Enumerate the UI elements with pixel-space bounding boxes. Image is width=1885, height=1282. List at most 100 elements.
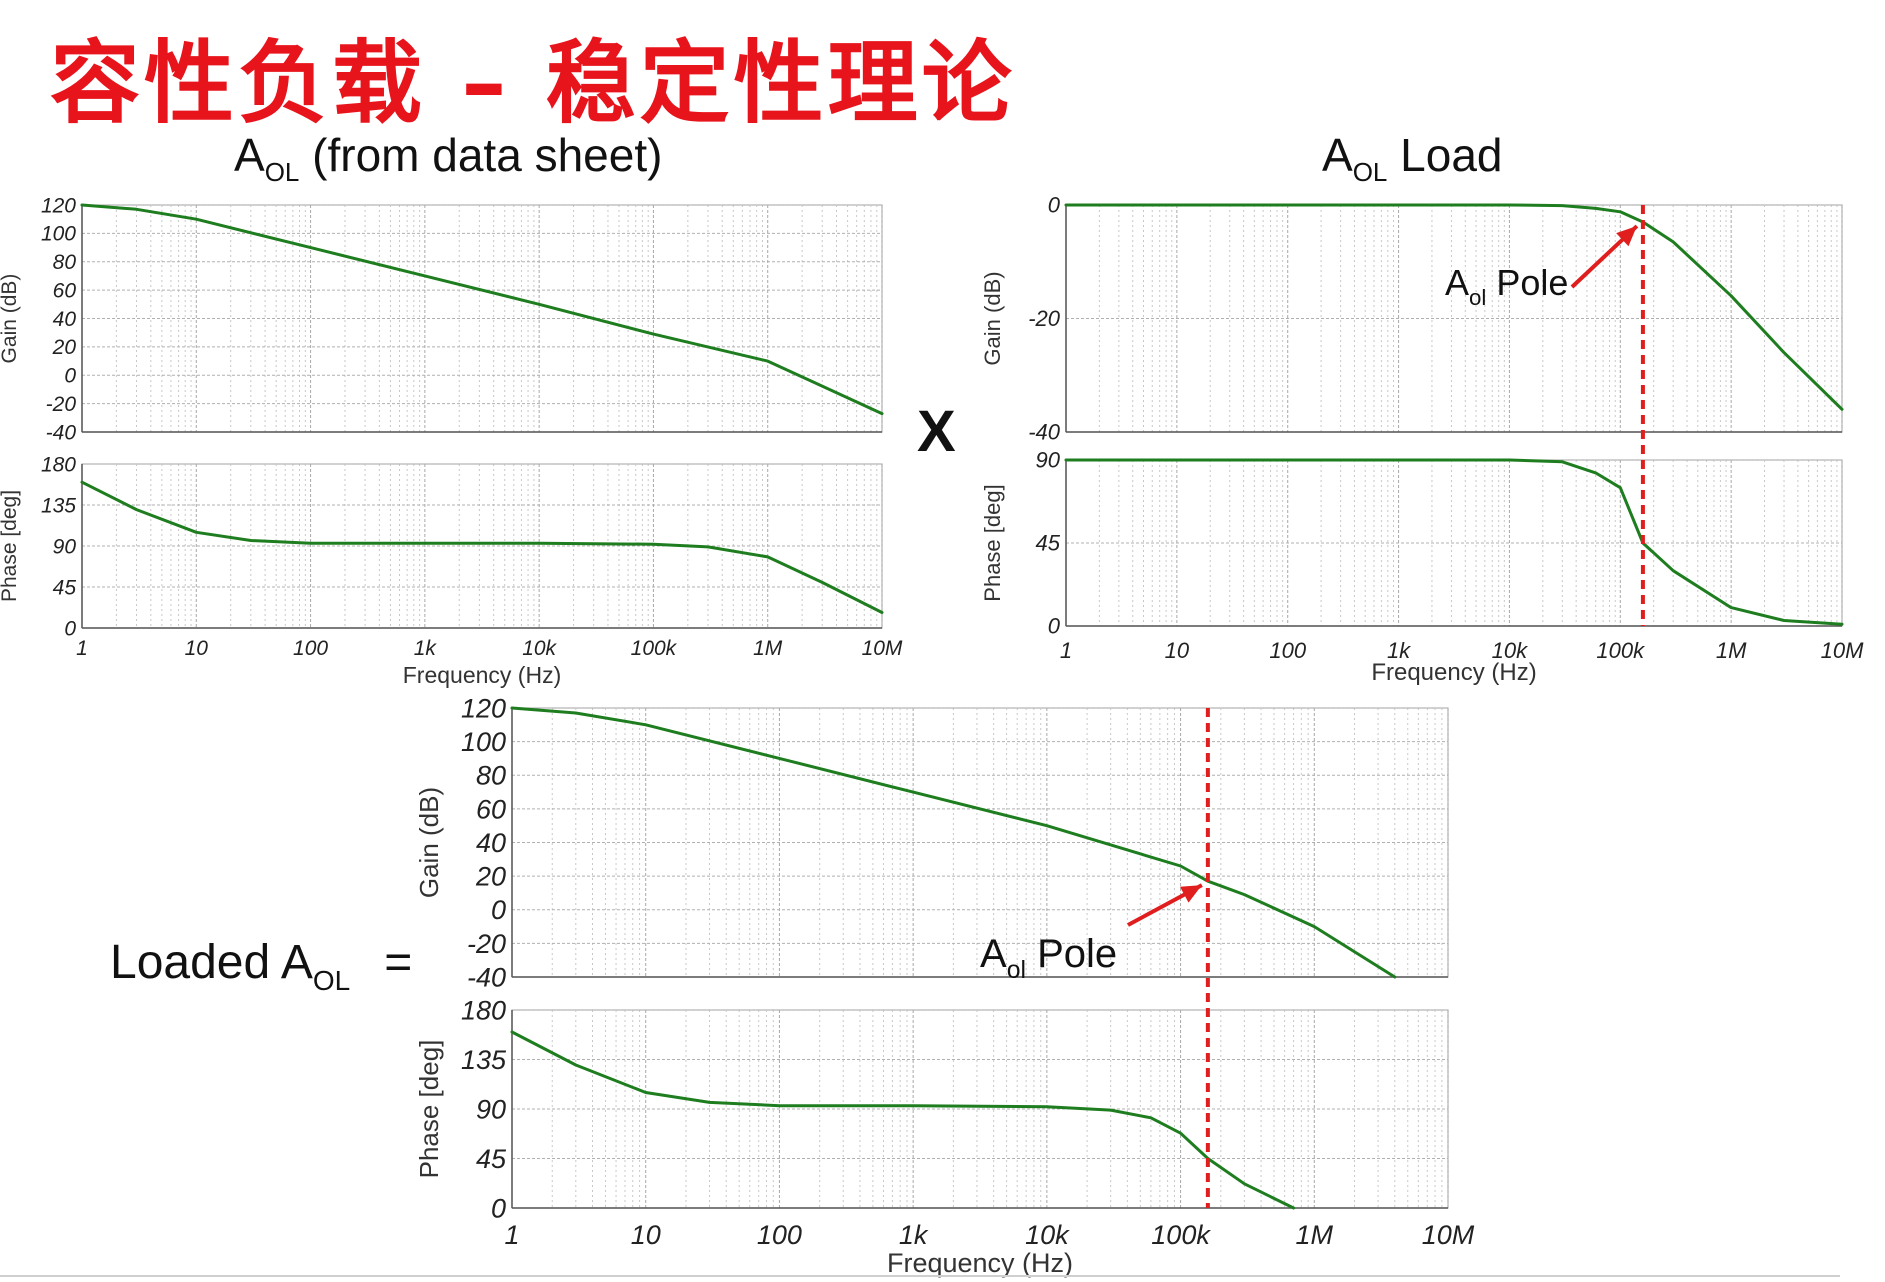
x-tick-label: 1M: [1716, 638, 1747, 663]
chart-title-subscript: OL: [264, 157, 300, 187]
x-axis-label: Frequency (Hz): [887, 1248, 1073, 1278]
x-tick-label: 10M: [862, 637, 903, 660]
x-tick-label: 1k: [899, 1220, 929, 1250]
pole-arrow-head: [1179, 885, 1202, 903]
loaded-label-main: Loaded A: [110, 936, 313, 989]
series-line-gain: [1064, 203, 1844, 411]
y-tick-label: -20: [46, 393, 77, 416]
panel-phase: 90 45 0 Phase [deg]: [980, 448, 1844, 639]
chart-aol-datasheet: 120 100 80 60 40 20 0 -20 -40 Gain (dB) 180 135 90 45…: [0, 194, 903, 688]
loaded-label-subscript: OL: [312, 965, 351, 996]
chart-aol-load: 0 -20 -40 Gain (dB) 90 45 0 Phase [deg] 1 10 100 1k…: [980, 193, 1864, 686]
pole-annotation-rest: Pole: [1026, 932, 1117, 976]
y-tick-label: 40: [476, 828, 506, 858]
y-tick-label: 100: [41, 223, 76, 246]
x-tick-label: 1k: [1387, 638, 1411, 663]
x-tick-label: 1k: [414, 637, 438, 660]
chart-title-main: A: [234, 129, 265, 181]
series-line-phase: [1064, 458, 1844, 626]
pole-annotation-rest: Pole: [1486, 262, 1568, 303]
y-axis-label: Gain (dB): [0, 274, 21, 364]
pole-annotation-main: A: [1445, 262, 1469, 303]
chart-title-aol-load: AOL Load: [1322, 128, 1503, 188]
y-tick-label: 45: [476, 1144, 507, 1174]
y-axis-label: Gain (dB): [414, 787, 444, 898]
slide-title: 容性负载 – 稳定性理论: [50, 31, 1016, 136]
y-tick-label: 0: [491, 1193, 506, 1223]
x-tick-label: 10: [1165, 638, 1190, 663]
y-axis-label: Phase [deg]: [414, 1040, 444, 1179]
pole-annotation-main: A: [980, 932, 1007, 976]
y-axis-label: Gain (dB): [980, 271, 1005, 365]
x-tick-label: 10k: [1492, 638, 1528, 663]
y-tick-label: -40: [46, 421, 77, 444]
x-tick-label: 100k: [631, 637, 678, 660]
chart-title-subscript: OL: [1352, 157, 1388, 187]
series-line-gain: [510, 706, 1397, 979]
equals-sign: =: [384, 936, 413, 989]
x-tick-label: 100k: [1151, 1220, 1211, 1250]
x-tick-label: 10k: [522, 637, 557, 660]
y-tick-label: 135: [41, 494, 76, 517]
x-tick-label: 10: [631, 1220, 661, 1250]
x-tick-label: 10k: [1025, 1220, 1070, 1250]
x-axis-label: Frequency (Hz): [1371, 659, 1536, 686]
y-tick-label: 90: [1036, 448, 1061, 473]
y-axis-label: Phase [deg]: [0, 490, 21, 602]
series-line-gain: [80, 203, 884, 416]
y-tick-label: 0: [491, 895, 506, 925]
panel-gain: 0 -20 -40 Gain (dB): [980, 193, 1844, 445]
x-tick-label: 1M: [753, 637, 783, 660]
y-tick-label: 0: [1048, 614, 1061, 639]
x-tick-label: 100k: [1596, 638, 1645, 663]
x-tick-label: 100: [1269, 638, 1306, 663]
y-tick-label: -20: [467, 929, 506, 959]
y-tick-label: 120: [461, 693, 506, 723]
y-tick-label: 0: [1048, 193, 1061, 218]
chart-title-main: A: [1322, 129, 1353, 181]
y-tick-label: -20: [1028, 306, 1061, 331]
x-tick-label: 100: [757, 1220, 802, 1250]
chart-title-aol-datasheet: AOL (from data sheet): [234, 128, 662, 188]
y-tick-label: 20: [52, 336, 77, 359]
chart-title-rest: (from data sheet): [299, 129, 663, 181]
y-tick-label: -40: [467, 962, 506, 992]
x-tick-label: 100: [293, 637, 328, 660]
y-tick-label: 180: [461, 995, 506, 1025]
pole-annotation: Aol Pole: [980, 932, 1117, 984]
y-tick-label: -40: [1028, 420, 1061, 445]
x-tick-label: 1M: [1296, 1220, 1334, 1250]
y-tick-label: 120: [41, 194, 76, 217]
x-axis-label: Frequency (Hz): [403, 662, 561, 688]
y-tick-label: 0: [64, 365, 76, 388]
y-tick-label: 40: [53, 308, 77, 331]
y-tick-label: 60: [53, 279, 77, 302]
y-tick-label: 180: [41, 453, 76, 476]
panel-gain: 120 100 80 60 40 20 0 -20 -40 Gain (dB): [0, 194, 884, 444]
x-tick-label: 1: [504, 1220, 519, 1250]
x-tick-label: 1: [1060, 638, 1072, 663]
y-tick-label: 80: [476, 761, 506, 791]
panel-phase: 180 135 90 45 0 Phase [deg]: [414, 995, 1449, 1223]
y-tick-label: 90: [53, 535, 77, 558]
y-tick-label: 100: [461, 727, 506, 757]
bottom-divider: [0, 1275, 1840, 1277]
x-tick-label: 10M: [1422, 1220, 1475, 1250]
y-tick-label: 135: [461, 1045, 507, 1075]
series-line-phase: [80, 480, 884, 614]
pole-annotation-subscript: ol: [1007, 957, 1026, 984]
pole-arrow-head: [1616, 226, 1637, 247]
x-tick-label: 10M: [1821, 638, 1864, 663]
y-tick-label: 45: [53, 576, 77, 599]
pole-annotation: Aol Pole: [1445, 262, 1568, 310]
y-tick-label: 80: [53, 251, 77, 274]
multiply-sign: X: [917, 399, 956, 464]
y-tick-label: 45: [1036, 531, 1061, 556]
x-tick-label: 10: [185, 637, 209, 660]
pole-annotation-subscript: ol: [1469, 285, 1486, 310]
y-tick-label: 60: [476, 794, 506, 824]
y-tick-label: 20: [475, 862, 506, 892]
